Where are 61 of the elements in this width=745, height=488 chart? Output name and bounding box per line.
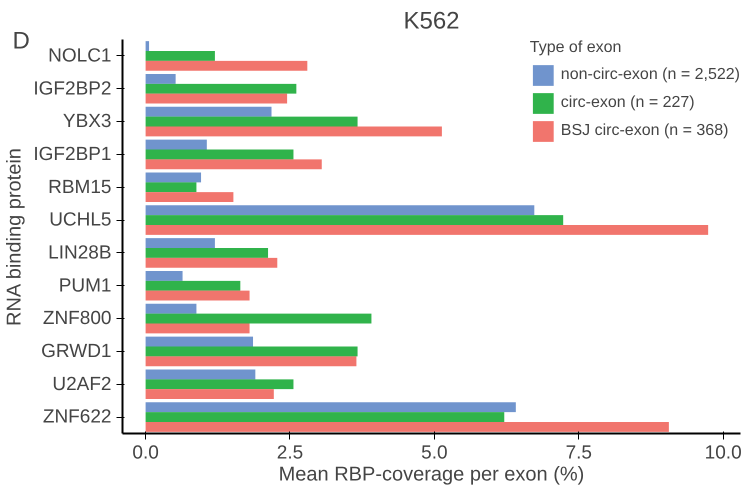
bar xyxy=(146,270,183,281)
y-tick-label: IGF2BP1 xyxy=(33,144,112,165)
bar xyxy=(146,389,274,400)
y-tick-label: NOLC1 xyxy=(48,45,112,66)
x-tick-label: 10.0 xyxy=(704,442,742,464)
bar xyxy=(146,94,288,104)
bar xyxy=(146,192,234,202)
bar xyxy=(146,336,254,346)
bar xyxy=(146,172,202,182)
legend-title: Type of exon xyxy=(530,39,622,57)
bar xyxy=(146,412,504,422)
x-tick-label: 7.5 xyxy=(566,442,592,464)
y-tick-label: RBM15 xyxy=(48,176,112,198)
x-tick-label: 0.0 xyxy=(132,442,159,464)
y-tick-label: IGF2BP2 xyxy=(33,78,112,100)
bar xyxy=(146,248,268,258)
bar xyxy=(146,324,250,334)
bar xyxy=(146,304,196,314)
x-axis-title: Mean RBP-coverage per exon (%) xyxy=(278,464,584,486)
bar xyxy=(146,258,278,268)
y-axis-title: RNA binding protein xyxy=(3,148,26,326)
y-tick-label: PUM1 xyxy=(58,275,112,296)
bar xyxy=(146,238,215,248)
bar xyxy=(146,215,564,226)
y-tick-label: LIN28B xyxy=(48,242,112,264)
legend-label: BSJ circ-exon (n = 368) xyxy=(560,122,728,140)
bar xyxy=(146,182,196,192)
bar xyxy=(146,149,294,160)
bar xyxy=(146,116,358,127)
bar xyxy=(146,126,442,136)
bar xyxy=(146,106,272,117)
bar xyxy=(146,314,372,324)
bar xyxy=(146,74,176,84)
bar xyxy=(146,60,308,71)
bar xyxy=(146,379,294,390)
bar xyxy=(146,84,296,94)
bar xyxy=(146,205,534,216)
bar xyxy=(146,41,150,51)
y-tick-label: U2AF2 xyxy=(52,374,112,395)
bar xyxy=(146,159,322,170)
bar xyxy=(146,369,256,380)
bar xyxy=(146,356,356,366)
bar xyxy=(146,225,708,235)
bar xyxy=(146,422,669,432)
bar xyxy=(146,50,215,61)
legend-label: circ-exon (n = 227) xyxy=(560,94,695,112)
bar xyxy=(146,346,358,356)
bar xyxy=(146,280,240,291)
bar xyxy=(146,140,207,150)
y-tick-label: GRWD1 xyxy=(41,340,112,362)
text: D xyxy=(12,28,30,54)
y-tick-label: ZNF800 xyxy=(42,308,112,330)
legend-label: non-circ-exon (n = 2,522) xyxy=(560,66,740,84)
y-tick-label: YBX3 xyxy=(62,111,112,132)
x-tick-label: 2.5 xyxy=(276,442,304,464)
chart-title: K562 xyxy=(403,8,460,34)
bar xyxy=(146,402,516,412)
y-tick-label: ZNF622 xyxy=(42,406,112,428)
y-tick-label: UCHL5 xyxy=(49,210,112,231)
x-tick-label: 5.0 xyxy=(421,442,448,464)
bar xyxy=(146,290,250,301)
